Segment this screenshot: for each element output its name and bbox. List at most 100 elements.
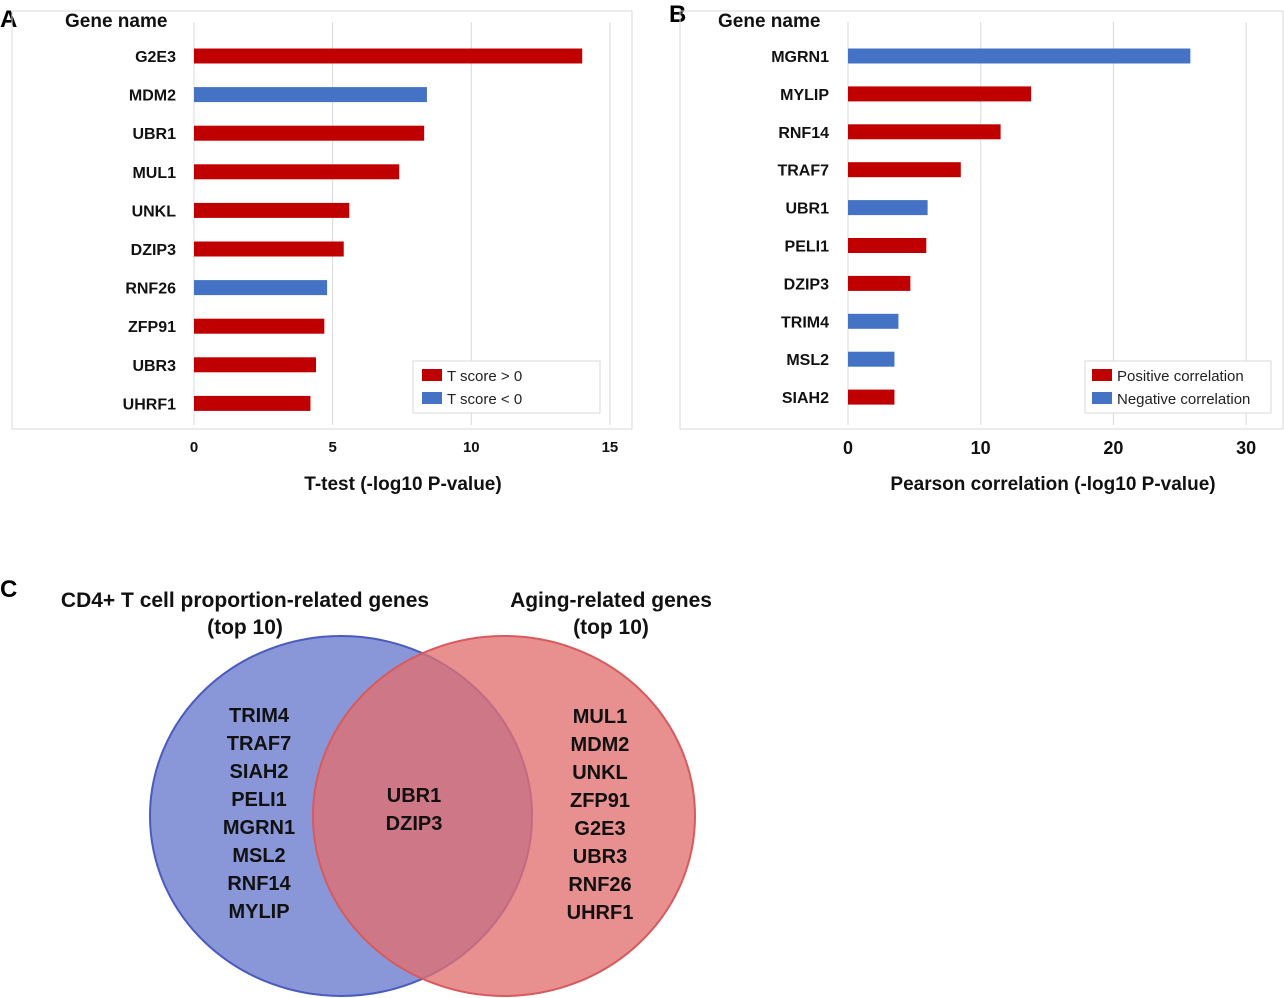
panel-b-bar-siah2 [848,389,895,405]
panel-letter-a: A [0,6,17,33]
panel-a-bar-uhrf1 [194,395,311,411]
panel-b-category-label: MSL2 [786,352,829,369]
panel-a-category-label: MUL1 [132,165,176,182]
panel-a-legend-label-positive: T score > 0 [447,368,522,385]
panel-a-chart: A Gene name G2E3 MDM2 UBR1 MUL1 UNKL DZIP3 RNF… [0,6,633,495]
venn-right-gene: ZFP91 [570,790,630,812]
panel-c-venn-diagram: C CD4+ T cell proportion-related genes (… [0,576,712,997]
venn-right-gene: G2E3 [574,818,625,840]
panel-b-x-tick-labels: 0 10 20 30 [843,438,1256,458]
venn-right-gene: UBR3 [573,846,627,868]
venn-overlap-gene: UBR1 [387,785,441,807]
panel-a-bar-ubr3 [194,357,317,373]
panel-b-bar-msl2 [848,351,895,367]
panel-b-x-tick-label: 10 [971,438,991,458]
venn-right-gene: MDM2 [571,734,630,756]
venn-left-gene: SIAH2 [230,761,289,783]
venn-left-gene: TRIM4 [229,705,290,727]
panel-b-category-label: UBR1 [785,201,829,218]
panel-b-bar-peli1 [848,238,927,253]
panel-a-bar-zfp91 [194,318,325,334]
panel-letter-b: B [669,1,686,28]
venn-right-gene: MUL1 [573,706,627,728]
panel-b-bar-dzip3 [848,275,911,291]
panel-b-bar-traf7 [848,162,961,178]
panel-a-category-label: ZFP91 [128,319,176,336]
venn-right-gene: RNF26 [568,874,631,896]
venn-right-gene: UHRF1 [567,902,634,924]
venn-overlap-genes: UBR1 DZIP3 [386,785,443,835]
venn-overlap-gene: DZIP3 [386,813,443,835]
panel-a-legend-swatch-negative [422,392,442,404]
panel-a-legend-box [412,360,601,414]
venn-left-gene: MSL2 [232,845,285,867]
venn-right-only-genes: MUL1 MDM2 UNKL ZFP91 G2E3 UBR3 RNF26 UHRF1 [567,706,634,924]
venn-right-title: Aging-related genes [510,589,712,612]
panel-b-legend-box [1084,360,1272,414]
panel-b-x-tick-label: 30 [1236,438,1256,458]
venn-left-gene: TRAF7 [227,733,291,755]
venn-left-subtitle: (top 10) [207,616,283,639]
panel-a-bar-ubr1 [194,125,425,141]
panel-a-bar-mul1 [194,164,400,180]
panel-b-x-tick-label: 0 [843,438,853,458]
venn-left-title: CD4+ T cell proportion-related genes [61,589,429,612]
panel-b-category-label: MGRN1 [771,49,829,66]
panel-b-chart: B Gene name MGRN1 MYLIP RNF14 TRAF7 UBR1 PELI… [669,1,1284,495]
panel-b-legend-swatch-negative [1092,392,1112,404]
panel-a-category-label: UBR3 [132,358,176,375]
panel-b-legend-label-negative: Negative correlation [1117,391,1250,408]
panel-a-x-tick-label: 15 [602,439,619,456]
panel-b-category-label: MYLIP [780,87,829,104]
panel-b-category-label: PELI1 [785,239,830,256]
panel-b-bar-ubr1 [848,200,928,216]
panel-a-bar-g2e3 [194,48,583,64]
panel-a-x-tick-label: 10 [463,439,480,456]
panel-letter-c: C [0,576,17,603]
panel-b-legend-swatch-positive [1092,369,1112,381]
panel-a-bars [194,48,583,411]
venn-left-gene: RNF14 [227,873,291,895]
panel-a-x-tick-label: 5 [328,439,336,456]
panel-a-category-label: MDM2 [129,88,176,105]
panel-a-bar-mdm2 [194,87,427,103]
venn-right-circle [312,635,696,997]
panel-b-bar-rnf14 [848,124,1001,140]
panel-a-x-axis-label: T-test (-log10 P-value) [304,474,501,495]
panel-a-frame [11,10,633,430]
panel-a-category-label: DZIP3 [131,242,176,259]
venn-left-gene: MYLIP [228,901,289,923]
panel-a-legend-label-negative: T score < 0 [447,391,522,408]
panel-a-bar-rnf26 [194,280,328,296]
panel-b-x-axis-label: Pearson correlation (-log10 P-value) [890,474,1215,495]
panel-a-bar-unkl [194,202,350,218]
panel-a-category-label: UNKL [132,203,177,220]
panel-b-x-tick-label: 20 [1103,438,1123,458]
panel-a-legend-swatch-positive [422,369,442,381]
panel-b-legend-label-positive: Positive correlation [1117,368,1244,385]
panel-b-legend: Positive correlation Negative correlatio… [1084,360,1272,414]
panel-b-category-label: TRIM4 [781,314,829,331]
panel-b-bar-mgrn1 [848,48,1191,64]
panel-b-category-label: TRAF7 [777,163,829,180]
panel-b-bars [848,48,1191,405]
panel-a-category-labels: G2E3 MDM2 UBR1 MUL1 UNKL DZIP3 RNF26 ZFP91 UBR3 U… [123,49,177,413]
panel-b-category-label: DZIP3 [784,276,829,293]
panel-b-category-labels: MGRN1 MYLIP RNF14 TRAF7 UBR1 PELI1 DZIP3 TRIM4 M… [771,49,829,407]
panel-a-category-label: UBR1 [132,126,176,143]
venn-left-only-genes: TRIM4 TRAF7 SIAH2 PELI1 MGRN1 MSL2 RNF14 MYLIP [223,705,295,923]
panel-a-category-label: UHRF1 [123,396,176,413]
panel-b-category-label: RNF14 [778,125,829,142]
panel-a-x-tick-labels: 0 5 10 15 [190,439,618,456]
panel-a-category-label: RNF26 [125,281,176,298]
panel-b-bar-mylip [848,86,1032,102]
panel-b-bar-trim4 [848,313,899,329]
venn-left-gene: PELI1 [231,789,287,811]
panel-b-frame [679,10,1284,430]
panel-a-category-header: Gene name [65,11,167,32]
panel-a-x-tick-label: 0 [190,439,198,456]
panel-a-bar-dzip3 [194,241,344,257]
venn-right-gene: UNKL [572,762,628,784]
venn-right-subtitle: (top 10) [573,616,649,639]
